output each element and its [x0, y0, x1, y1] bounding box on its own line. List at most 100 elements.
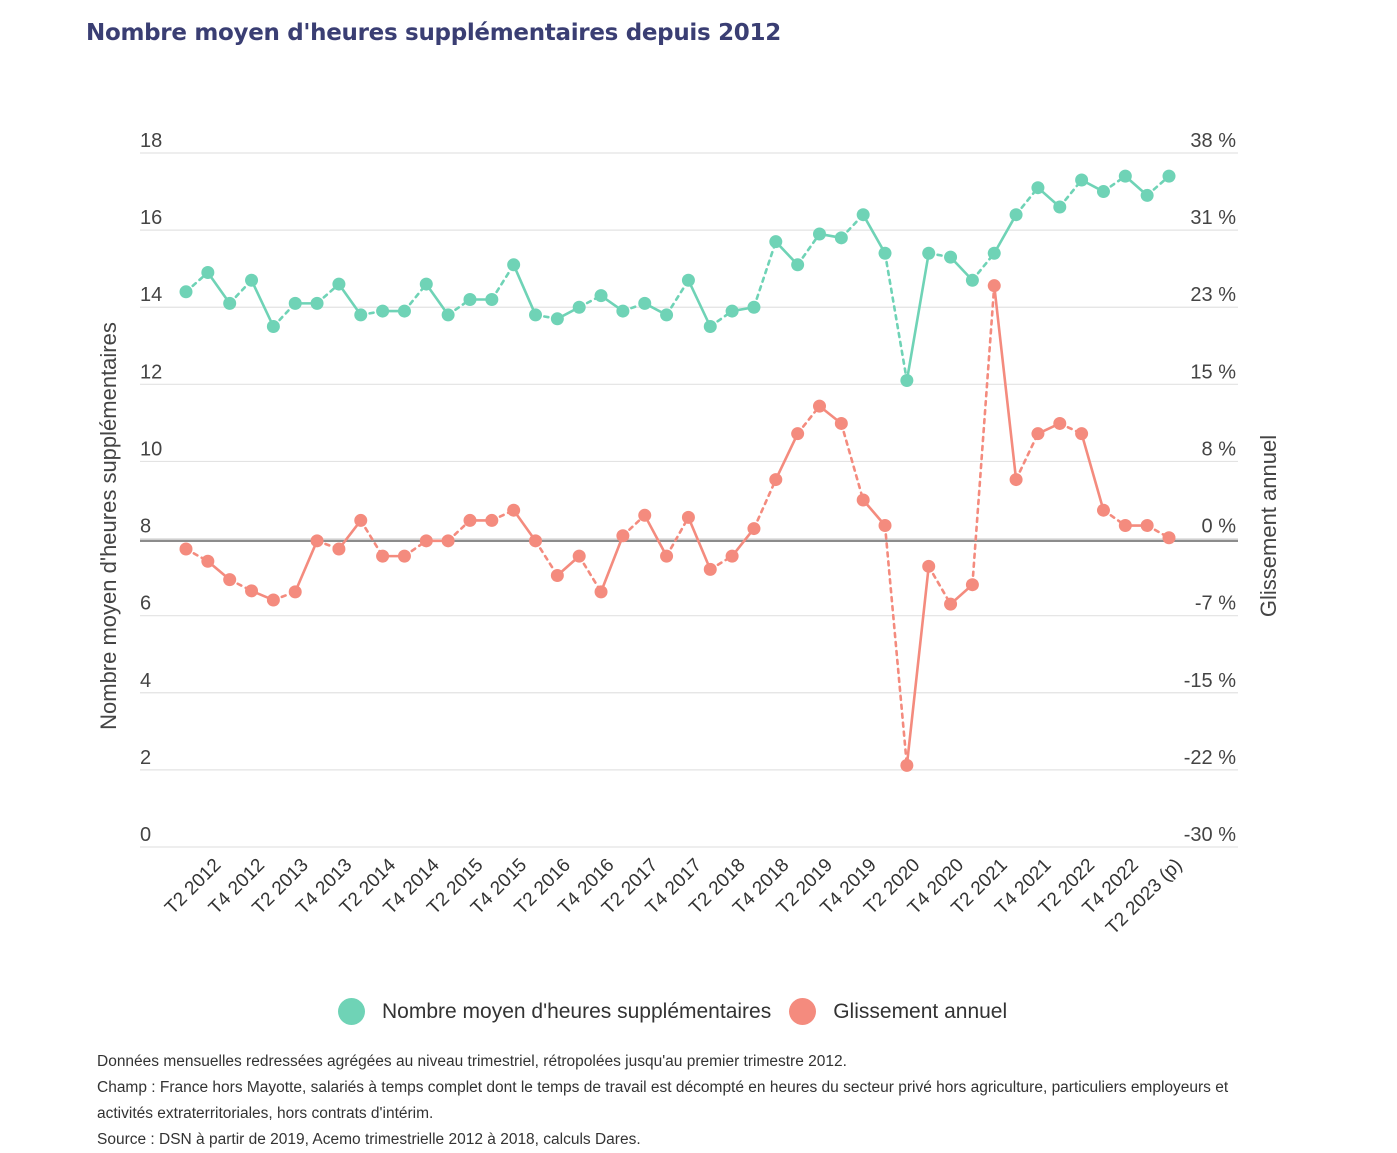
right-tick-label: 38 % — [1190, 130, 1236, 152]
series-0-point — [310, 296, 324, 310]
series-1-point — [922, 559, 936, 573]
legend-item-hours[interactable]: Nombre moyen d'heures supplémentaires — [338, 998, 771, 1025]
series-0-point — [288, 296, 302, 310]
series-0-point — [463, 293, 477, 307]
left-tick-label: 0 — [140, 824, 151, 846]
series-0-point — [354, 308, 368, 322]
series-layer — [179, 169, 1176, 772]
right-tick-label: 0 % — [1202, 516, 1237, 538]
series-0-point — [245, 273, 259, 287]
left-tick-label: 4 — [140, 670, 151, 692]
series-0-point — [223, 296, 237, 310]
series-0-segment — [861, 213, 887, 255]
series-1-segment — [665, 516, 690, 558]
series-0-segment — [752, 240, 778, 309]
note-scope: Champ : France hors Mayotte, salariés à … — [97, 1079, 1229, 1122]
left-tick-label: 14 — [140, 284, 162, 306]
series-1-point — [769, 473, 783, 487]
series-0-point — [594, 289, 608, 303]
series-0-point — [1118, 169, 1132, 183]
series-1-point — [288, 585, 302, 599]
series-1-point — [703, 562, 717, 576]
series-0-point — [922, 246, 936, 260]
series-0-point — [397, 304, 411, 318]
legend-item-growth[interactable]: Glissement annuel — [789, 998, 1007, 1025]
series-0-segment — [665, 278, 690, 317]
series-0-point — [266, 320, 280, 333]
left-tick-label: 18 — [140, 130, 162, 152]
series-1-point — [441, 534, 455, 548]
series-0-point — [660, 308, 674, 322]
series-1-point — [834, 416, 848, 430]
series-1-segment — [599, 534, 625, 594]
series-1-point — [812, 399, 826, 413]
series-0-point — [1096, 185, 1110, 199]
legend-swatch-growth — [789, 998, 817, 1025]
legend: Nombre moyen d'heures supplémentaires Gl… — [338, 998, 1025, 1025]
series-0-segment — [490, 263, 515, 301]
series-1-point — [1162, 531, 1176, 545]
series-0-point — [441, 308, 455, 322]
right-tick-label: 15 % — [1190, 361, 1236, 383]
series-1-segment — [905, 565, 931, 767]
right-tick-label: 31 % — [1190, 207, 1236, 229]
series-0-point — [638, 296, 652, 310]
note-data: Données mensuelles redressées agrégées a… — [97, 1053, 847, 1070]
series-1-segment — [971, 284, 996, 587]
series-1-segment — [992, 284, 1018, 481]
series-1-point — [1075, 427, 1089, 441]
note-source: Source : DSN à partir de 2019, Acemo tri… — [97, 1131, 641, 1148]
series-1-point — [747, 522, 761, 536]
series-1-point — [529, 534, 543, 548]
series-1-segment — [577, 554, 603, 594]
series-1-segment — [840, 422, 865, 502]
series-1-segment — [1014, 432, 1040, 481]
series-0-point — [1031, 181, 1045, 195]
left-tick-label: 6 — [140, 593, 151, 615]
series-0-point — [529, 308, 543, 322]
series-1-point — [987, 279, 1001, 293]
series-1-point — [485, 513, 499, 527]
chart-title: Nombre moyen d'heures supplémentaires de… — [86, 20, 781, 46]
series-0-point — [900, 373, 914, 387]
series-1-point — [791, 427, 805, 441]
series-1-point — [725, 549, 739, 563]
right-tick-label: -30 % — [1184, 824, 1236, 846]
series-1-point — [856, 493, 870, 507]
series-0-point — [834, 231, 848, 245]
grid — [140, 152, 1238, 848]
left-tick-label: 16 — [140, 207, 162, 229]
series-1-point — [354, 513, 368, 527]
series-1-point — [507, 503, 521, 517]
series-1-point — [332, 542, 346, 556]
series-0-point — [1053, 200, 1067, 214]
series-0-point — [878, 246, 892, 260]
right-tick-label: -22 % — [1184, 747, 1236, 769]
series-1-point — [1118, 519, 1132, 533]
left-tick-label: 2 — [140, 747, 151, 769]
series-0-point — [179, 285, 193, 299]
series-0-point — [703, 320, 717, 333]
series-1-point — [201, 554, 215, 568]
series-1-point — [1140, 519, 1154, 533]
series-0-point — [987, 246, 1001, 260]
legend-label-hours: Nombre moyen d'heures supplémentaires — [382, 999, 772, 1023]
series-1-point — [223, 573, 237, 587]
series-1-point — [1009, 473, 1023, 487]
left-tick-label: 10 — [140, 438, 162, 460]
series-0-segment — [992, 213, 1018, 255]
series-1-point — [944, 597, 958, 611]
legend-swatch-hours — [338, 998, 365, 1025]
series-0-point — [1162, 169, 1176, 183]
series-1-point — [681, 510, 695, 524]
series-1-point — [638, 508, 652, 522]
series-0-point — [507, 258, 521, 272]
series-1-point — [900, 758, 914, 772]
series-1-segment — [927, 565, 952, 606]
series-0-point — [419, 277, 433, 291]
series-1-segment — [774, 432, 799, 481]
series-0-point — [944, 250, 958, 264]
right-tick-label: -7 % — [1195, 593, 1236, 615]
series-1-point — [878, 519, 892, 533]
